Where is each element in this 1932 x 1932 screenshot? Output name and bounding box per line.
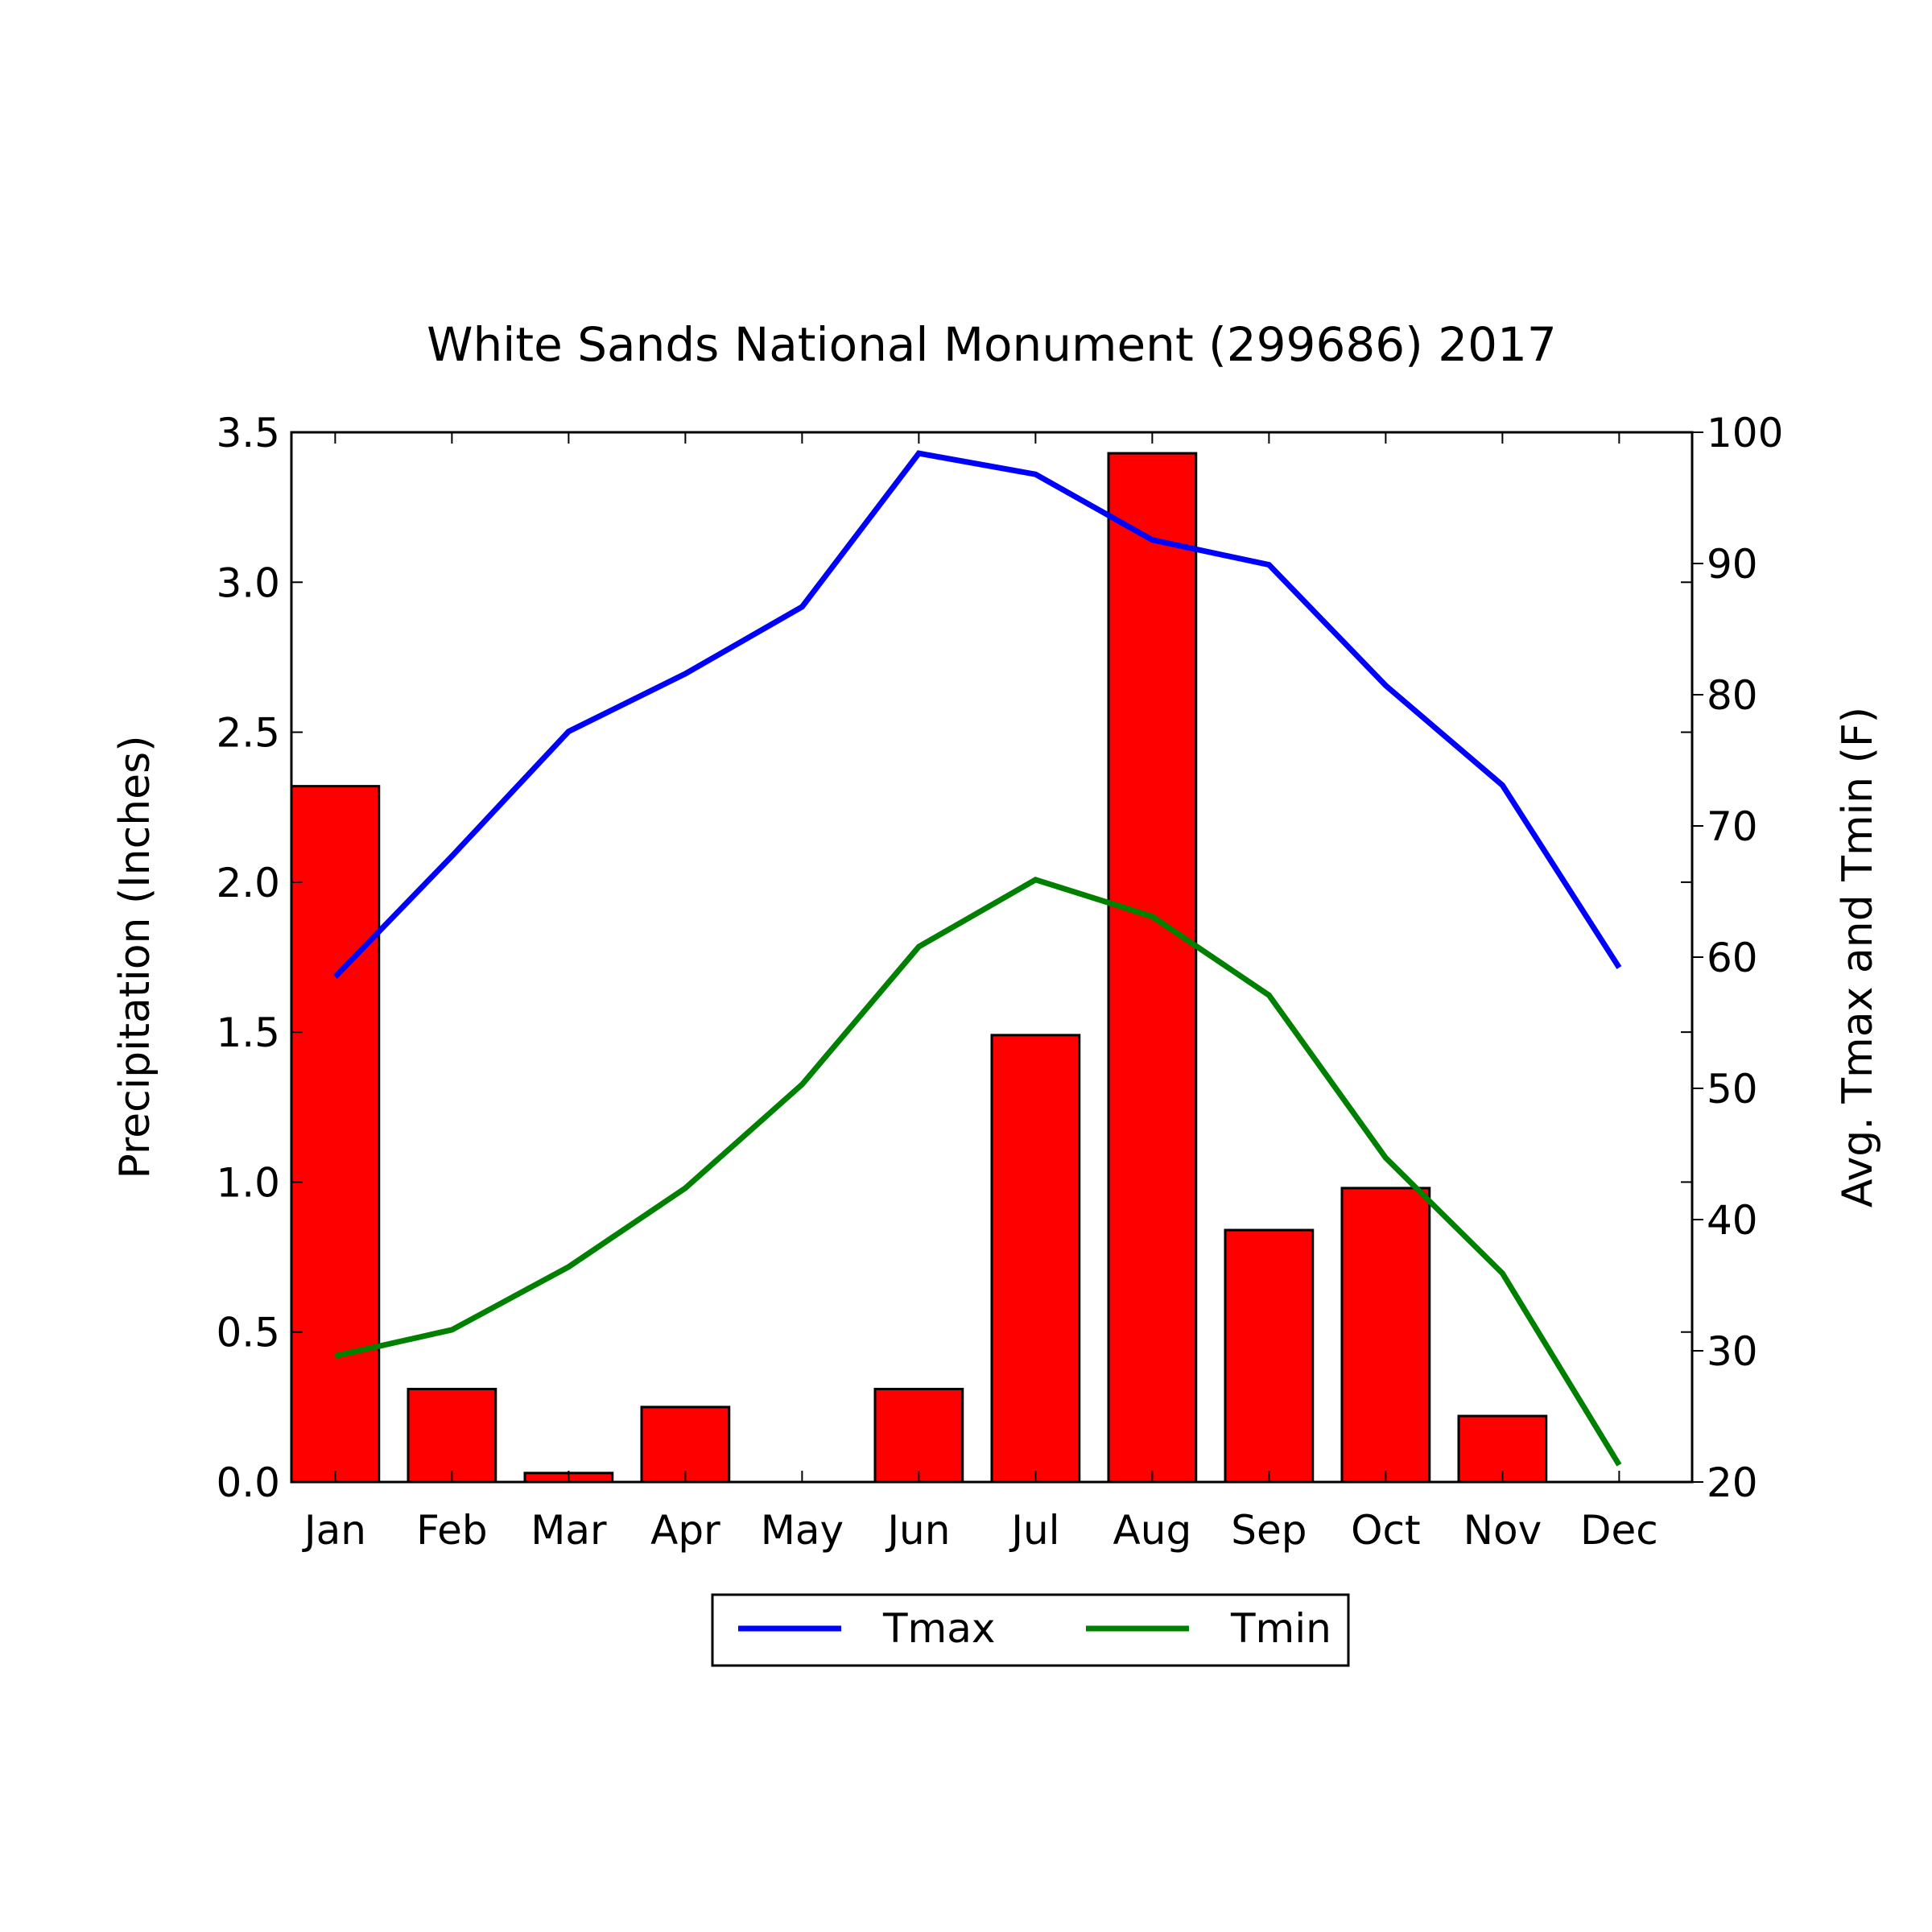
y2-tick-label: 90 (1707, 541, 1758, 588)
y-tick-label: 2.5 (216, 710, 280, 757)
x-tick-label: Oct (1351, 1507, 1420, 1554)
x-tick-label: Apr (650, 1507, 720, 1554)
x-tick-label: May (761, 1507, 844, 1554)
temperature-lines (332, 450, 1622, 1467)
x-tick-label: Sep (1231, 1507, 1307, 1554)
series-line-tmin (334, 877, 1622, 1467)
y2-axis-label: Avg. Tmax and Tmin (F) (1834, 707, 1882, 1208)
x-tick-label: Nov (1463, 1507, 1542, 1554)
y-tick-label: 3.5 (216, 410, 280, 456)
y2-tick-label: 80 (1707, 672, 1758, 719)
precipitation-bars (290, 452, 1548, 1484)
x-axis-ticks: Jan Feb Mar Apr May Jun Jul Aug Sep Oct Nov Dec (302, 432, 1658, 1554)
chart-title: White Sands National Monument (299686) 2… (427, 317, 1557, 372)
x-tick-label: Jul (1009, 1507, 1059, 1554)
series-line-tmax (332, 450, 1622, 979)
y-tick-label: 1.0 (216, 1159, 280, 1206)
x-tick-label: Dec (1580, 1507, 1658, 1554)
legend-label-tmax: Tmax (882, 1605, 995, 1652)
y2-tick-label: 60 (1707, 935, 1758, 981)
y-tick-label: 2.0 (216, 860, 280, 906)
bar-feb (407, 1388, 497, 1484)
bar-jan (290, 785, 381, 1484)
legend-label-tmin: Tmin (1230, 1605, 1331, 1652)
bar-jul (990, 1034, 1081, 1484)
bar-oct (1340, 1187, 1431, 1484)
x-tick-label: Aug (1113, 1507, 1192, 1554)
right-axis-ticks: 20 30 40 50 60 70 80 90 100 (1692, 410, 1783, 1506)
y2-tick-label: 40 (1707, 1197, 1758, 1244)
y-tick-label: 3.0 (216, 559, 280, 606)
x-tick-label: Mar (530, 1507, 607, 1554)
x-tick-label: Jun (885, 1507, 950, 1554)
y2-tick-label: 50 (1707, 1066, 1758, 1113)
bar-apr (640, 1406, 731, 1484)
bar-jun (873, 1388, 964, 1484)
left-axis-ticks: 0.0 0.5 1.0 1.5 2.0 2.5 3.0 3.5 (216, 410, 1692, 1506)
y-tick-label: 0.5 (216, 1310, 280, 1356)
y2-tick-label: 30 (1707, 1328, 1758, 1375)
x-tick-label: Jan (302, 1507, 366, 1554)
y-axis-label: Precipitation (Inches) (111, 735, 159, 1179)
legend: Tmax Tmin (711, 1593, 1350, 1667)
bar-sep (1224, 1228, 1315, 1484)
y-tick-label: 1.5 (216, 1009, 280, 1056)
y2-tick-label: 20 (1707, 1459, 1758, 1506)
y2-tick-label: 100 (1707, 410, 1783, 456)
y2-tick-label: 70 (1707, 803, 1758, 850)
bar-aug (1107, 452, 1198, 1484)
x-tick-label: Feb (416, 1507, 488, 1554)
y-tick-label: 0.0 (216, 1459, 280, 1506)
